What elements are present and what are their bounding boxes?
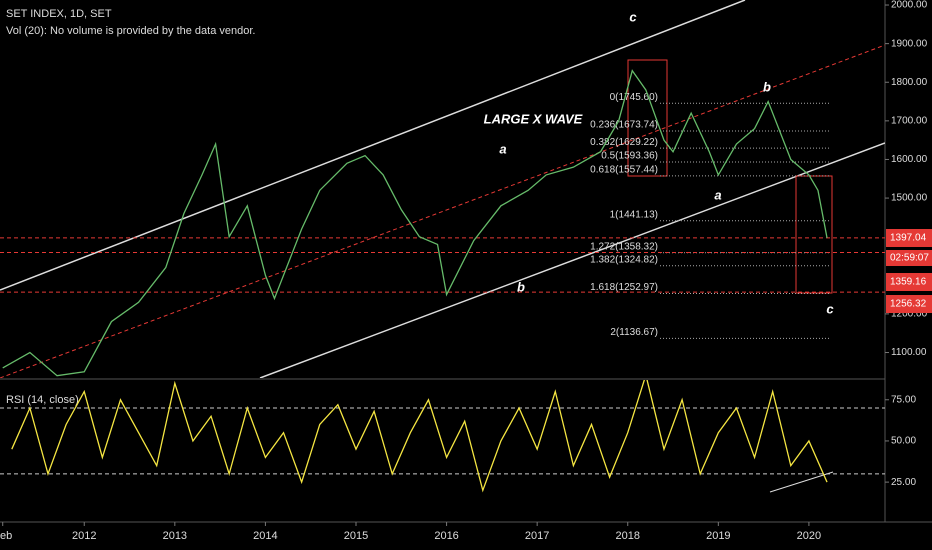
x-tick-label: 2016	[434, 530, 458, 542]
plot-area	[11, 380, 828, 493]
fib-label: 0(1745.60)	[610, 92, 658, 103]
fib-label: 0.618(1557.44)	[590, 165, 658, 176]
channel-mid	[0, 44, 885, 378]
wave-label: b	[517, 279, 525, 294]
y-tick-label: 1700.00	[891, 115, 928, 126]
x-tick-label: 2019	[706, 530, 730, 542]
wave-label: a	[714, 187, 721, 202]
fib-label: 1.382(1324.82)	[590, 254, 658, 265]
x-tick-label: Feb	[0, 530, 12, 542]
y-tick-label: 1500.00	[891, 193, 928, 204]
y-tick-label: 1800.00	[891, 77, 928, 88]
y-tick-label: 75.00	[891, 394, 916, 405]
price-badge	[886, 229, 932, 247]
symbol-title: SET INDEX, 1D, SET	[6, 8, 112, 20]
y-tick-label: 25.00	[891, 477, 916, 488]
wave-label: c	[629, 9, 637, 24]
y-tick-label: 1600.00	[891, 154, 928, 165]
x-tick-label: 2018	[616, 530, 640, 542]
x-tick-label: 2013	[163, 530, 187, 542]
drawings	[0, 0, 885, 378]
price-badge-label: 1397.04	[890, 233, 927, 244]
y-tick-label: 1100.00	[891, 347, 927, 358]
fib-label: 2(1136.67)	[610, 327, 658, 338]
series-line	[11, 380, 828, 493]
y-tick-label: 1200.00	[891, 309, 928, 320]
price-badge-label: 1256.32	[890, 299, 927, 310]
countdown-badge	[886, 250, 932, 266]
channel-upper	[0, 0, 746, 291]
wave-label: a	[499, 141, 506, 156]
x-tick-label: 2014	[253, 530, 277, 542]
countdown-label: 02:59:07	[890, 253, 929, 264]
wave-label: b	[763, 79, 771, 94]
fib-label: 1.618(1252.97)	[590, 282, 658, 293]
fib-label: 0.236(1673.74)	[590, 120, 658, 131]
y-tick-label: 2000.00	[891, 0, 928, 11]
fib-label: 1.272(1358.32)	[590, 241, 658, 252]
rsi-trendline	[769, 471, 834, 493]
x-tick-label: 2020	[797, 530, 821, 542]
volume-note: Vol (20): No volume is provided by the d…	[6, 25, 255, 37]
wave-label: c	[826, 301, 834, 316]
plot-area: 0(1745.60) 0.236(1673.74) 0.382(1629.22) 0.…	[0, 69, 885, 377]
fib-label: 0.382(1629.22)	[590, 137, 658, 148]
box	[627, 59, 668, 177]
rsi-title: RSI (14, close)	[6, 394, 79, 406]
x-tick-label: 2012	[72, 530, 96, 542]
price-badge-label: 1359.16	[890, 277, 927, 288]
series-line	[2, 69, 828, 377]
price-badge	[886, 295, 932, 313]
channel-lower	[259, 142, 885, 378]
price-badge	[886, 273, 932, 291]
y-tick-label: 50.00	[891, 436, 916, 447]
x-tick-label: 2015	[344, 530, 368, 542]
fib-label: 0.5(1593.36)	[601, 151, 658, 162]
wave-label: LARGE X WAVE	[484, 111, 583, 126]
x-tick-label: 2017	[525, 530, 549, 542]
fib-label: 1(1441.13)	[610, 209, 658, 220]
y-tick-label: 1900.00	[891, 38, 928, 49]
